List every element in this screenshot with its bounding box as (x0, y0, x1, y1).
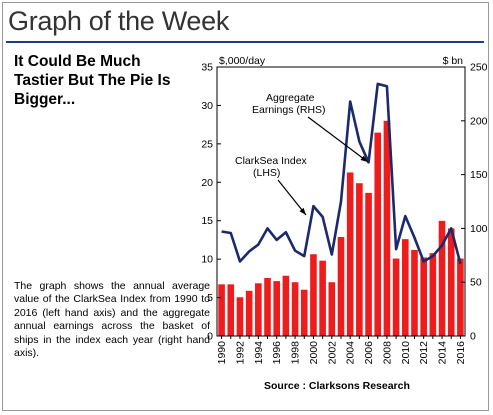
x-tick-label: 1998 (290, 341, 302, 365)
right-tick-label: 150 (470, 169, 488, 181)
left-tick-label: 35 (201, 62, 213, 74)
x-tick-label: 2006 (363, 341, 375, 365)
axis-ticks: 0 5 10 15 20 25 30 35 0 50 100 150 200 250 1990 1992 199… (201, 62, 487, 365)
right-tick-label: 100 (470, 223, 488, 235)
earnings-bar-2008 (383, 120, 391, 336)
earnings-bar-2016 (457, 258, 464, 336)
earnings-bar-2004 (346, 172, 354, 336)
clarksea-index-line (221, 82, 462, 265)
left-tick-label: 5 (207, 292, 213, 304)
earnings-bar-2007 (374, 132, 382, 336)
earnings-bar-2011 (411, 249, 418, 336)
x-tick-label: 1990 (216, 341, 228, 365)
left-tick-label: 10 (201, 254, 213, 266)
left-axis-unit-label: $,000/day (219, 55, 266, 67)
right-tick-label: 50 (470, 277, 482, 289)
earnings-bar-2013 (429, 253, 437, 336)
right-tick-label: 0 (470, 331, 476, 343)
header-divider (6, 41, 484, 43)
earnings-bar-2009 (392, 258, 400, 336)
earnings-bar-1991 (227, 284, 235, 336)
right-tick-label: 250 (470, 62, 488, 74)
graphic-frame (2, 2, 489, 411)
earnings-annotation-line1: Aggregate (266, 92, 315, 104)
index-annotation-line2: (LHS) (253, 167, 280, 179)
right-tick-label: 200 (470, 115, 488, 127)
left-tick-label: 25 (201, 138, 213, 150)
chart-description: The graph shows the annual average value… (14, 280, 210, 360)
earnings-bar-2000 (310, 254, 317, 336)
left-tick-label: 15 (201, 215, 213, 227)
earnings-annotation-pointer (307, 116, 369, 163)
source-note: Source : Clarksons Research (264, 380, 410, 392)
right-axis-unit-label: $ bn (443, 55, 464, 67)
earnings-bar-1995 (264, 277, 271, 336)
earnings-bar-1996 (273, 281, 281, 336)
earnings-bar-2001 (319, 260, 326, 336)
left-tick-label: 30 (201, 100, 213, 112)
left-tick-label: 0 (207, 331, 213, 343)
earnings-bar-2002 (328, 282, 336, 336)
index-annotation-pointer (277, 179, 307, 216)
earnings-bar-1994 (255, 283, 262, 336)
x-tick-label: 2014 (437, 341, 449, 365)
headline: It Could Be Much Tastier But The Pie Is … (14, 53, 171, 108)
earnings-bar-2006 (365, 192, 372, 336)
x-tick-label: 1992 (234, 341, 246, 365)
x-tick-label: 1996 (271, 341, 283, 365)
earnings-bar-2003 (337, 237, 345, 336)
earnings-bar-1992 (236, 297, 244, 336)
index-annotation-arrowhead (299, 207, 306, 215)
earnings-bar-1990 (218, 284, 225, 336)
earnings-bar-1999 (300, 289, 308, 336)
x-tick-label: 2004 (345, 341, 357, 365)
earnings-bar-2010 (401, 239, 409, 336)
x-tick-label: 2016 (455, 341, 467, 365)
x-tick-label: 1994 (253, 341, 265, 365)
earnings-bar-2012 (420, 257, 427, 336)
left-tick-label: 20 (201, 177, 213, 189)
earnings-bar-2015 (447, 228, 455, 336)
index-annotation-line1: ClarkSea Index (235, 155, 308, 167)
earnings-bars (218, 120, 464, 336)
x-tick-label: 2010 (400, 341, 412, 365)
page-title: Graph of the Week (8, 6, 230, 36)
x-tick-label: 2002 (326, 341, 338, 365)
earnings-annotation-arrowhead (360, 155, 368, 162)
earnings-bar-2014 (438, 220, 446, 336)
x-tick-label: 2012 (418, 341, 430, 365)
earnings-annotation-line2: Earnings (RHS) (252, 104, 326, 116)
x-tick-label: 2008 (381, 341, 393, 365)
x-tick-label: 2000 (308, 341, 320, 365)
earnings-bar-1998 (291, 282, 299, 336)
earnings-bar-1993 (245, 290, 253, 336)
earnings-bar-1997 (282, 275, 290, 336)
earnings-bar-2005 (356, 183, 363, 336)
